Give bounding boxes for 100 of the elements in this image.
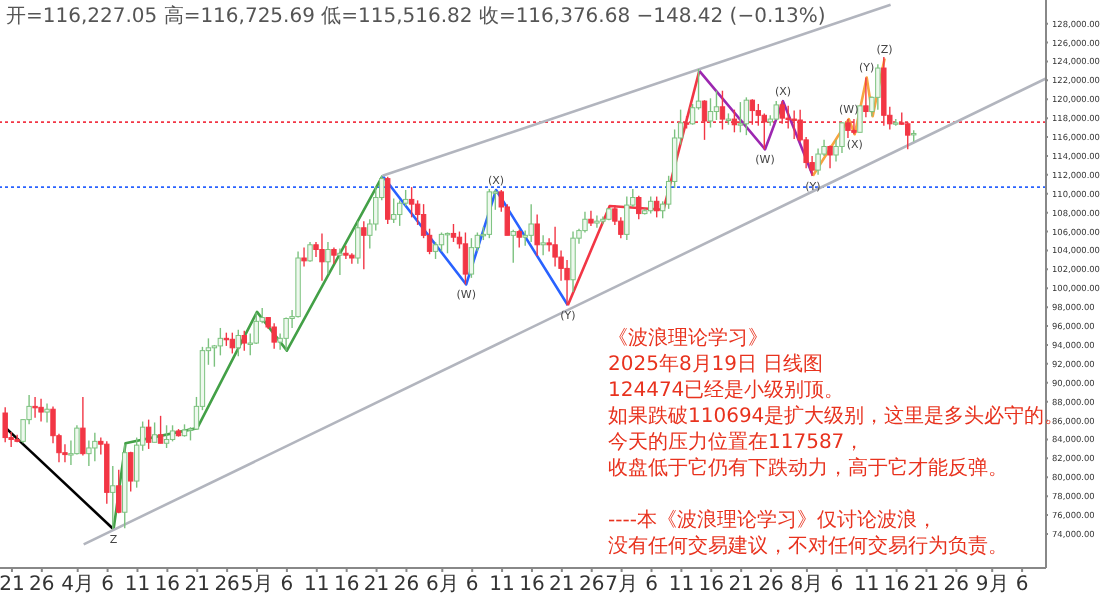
x-tick-label: 21 — [913, 574, 940, 597]
candlestick — [510, 228, 516, 264]
candlestick — [128, 451, 134, 493]
candlestick — [217, 327, 224, 357]
candlestick — [92, 432, 98, 462]
candlestick — [839, 121, 845, 154]
candlestick — [385, 176, 391, 225]
candlestick — [337, 247, 343, 276]
line-series — [811, 57, 886, 178]
annotation: ----本《波浪理论学习》仅讨论波浪， — [608, 508, 937, 534]
candlestick — [349, 252, 355, 265]
candlestick — [361, 220, 367, 271]
candlestick — [570, 230, 576, 293]
x-tick-label: 16 — [154, 574, 181, 597]
candlestick — [157, 415, 164, 444]
x-tick-label: 6月 — [425, 574, 459, 597]
candlestick — [325, 241, 331, 275]
x-tick-label: 21 — [0, 574, 25, 597]
candlestick — [713, 90, 720, 121]
x-tick-label: 6 — [645, 574, 658, 597]
candlestick — [438, 231, 445, 253]
candlestick — [307, 241, 313, 263]
candlestick — [486, 188, 493, 239]
x-tick-label: 21 — [549, 574, 575, 597]
x-tick-label: 4月 — [61, 574, 95, 597]
x-tick-label: 26 — [393, 574, 420, 597]
candlestick — [32, 396, 38, 419]
x-tick-label: 6 — [830, 574, 844, 597]
candlestick — [301, 246, 307, 268]
candlestick — [151, 421, 158, 443]
x-tick-label: 8月 — [790, 574, 824, 597]
candlestick — [319, 232, 325, 282]
candlestick — [271, 322, 277, 350]
annotation: 开=116,227.05 高=116,725.69 低=115,516.82 收=116,376.68 −148.42 (−0.13%) — [6, 3, 826, 30]
x-tick-label: 5月 — [240, 574, 274, 597]
x-tick-label: 16 — [883, 574, 910, 597]
candlestick — [707, 97, 714, 129]
candlestick — [163, 424, 170, 449]
candlestick — [636, 194, 642, 220]
x-tick-label: 11 — [668, 574, 695, 597]
x-tick-label: 16 — [333, 574, 360, 597]
x-tick-label: 11 — [304, 574, 330, 597]
annotation: 没有任何交易建议，不对任何交易行为负责。 — [608, 534, 1008, 560]
x-tick-label: 26 — [943, 574, 970, 597]
line-series — [698, 69, 815, 178]
x-tick-label: 7月 — [605, 574, 638, 597]
annotation: 今天的压力位置在117587， — [608, 430, 865, 456]
x-tick-label: 21 — [728, 574, 754, 597]
candlestick — [44, 402, 50, 424]
candlestick — [528, 203, 534, 243]
candlestick — [743, 96, 750, 136]
x-tick-label: 6 — [101, 574, 114, 597]
candlestick — [391, 197, 397, 224]
x-tick-label: 26 — [579, 574, 605, 597]
x-tick-label: 6 — [465, 574, 479, 597]
line-series — [112, 174, 384, 531]
candlestick — [600, 215, 606, 225]
candlestick — [235, 329, 241, 357]
candlestick — [2, 406, 8, 443]
x-tick-label: 6 — [1015, 574, 1029, 597]
candlestick — [737, 101, 744, 134]
candlestick — [594, 214, 600, 229]
annotation: 《波浪理论学习》 — [608, 326, 768, 352]
candlestick — [462, 231, 469, 286]
candlestick — [283, 316, 289, 352]
x-tick-label: 11 — [853, 574, 880, 597]
candlestick — [624, 195, 630, 241]
x-tick-label: 9月 — [975, 574, 1009, 597]
x-tick-label: 11 — [489, 574, 515, 597]
candlestick — [468, 237, 475, 279]
x-tick-label: 26 — [758, 574, 784, 597]
x-tick-label: 26 — [29, 574, 55, 597]
x-tick-label: 11 — [124, 574, 151, 597]
candlestick — [534, 213, 540, 257]
candlestick — [588, 210, 594, 227]
candlestick — [86, 439, 92, 467]
annotation: 124474已经是小级别顶。 — [608, 378, 845, 404]
candlestick — [791, 109, 797, 140]
candlestick — [857, 105, 863, 134]
annotation: 收盘低于它仍有下跌动力，高于它才能反弹。 — [608, 456, 1008, 482]
candlestick — [38, 398, 44, 423]
x-tick-label: 16 — [698, 574, 725, 597]
candlestick — [110, 465, 116, 530]
candlestick — [863, 76, 869, 118]
candlestick — [815, 147, 821, 176]
candlestick — [241, 330, 247, 352]
x-tick-label: 6 — [280, 574, 294, 597]
candlestick — [408, 186, 415, 219]
candlestick — [116, 469, 122, 514]
candlestick — [229, 331, 236, 355]
candlestick — [343, 245, 349, 260]
x-tick-label: 26 — [214, 574, 240, 597]
candlestick — [80, 396, 86, 457]
candlestick — [145, 418, 152, 450]
x-tick-label: 21 — [363, 574, 390, 597]
annotation: 2025年8月19日 日线图 — [608, 352, 824, 378]
x-tick-label: 16 — [519, 574, 545, 597]
candlestick — [355, 220, 361, 265]
candlestick — [540, 234, 546, 256]
candlestick — [875, 63, 881, 111]
